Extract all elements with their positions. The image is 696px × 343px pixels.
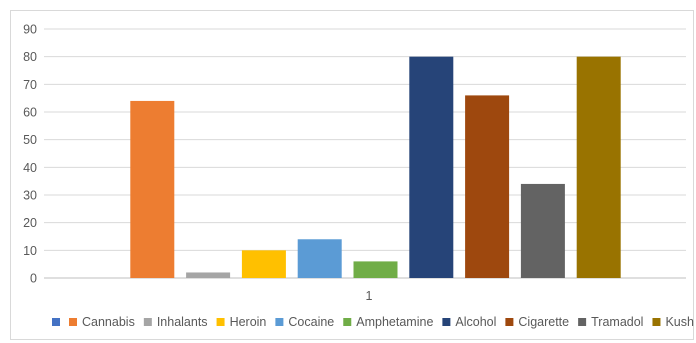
bar: [465, 95, 510, 279]
bars: [130, 56, 621, 279]
y-tick-label: 70: [23, 78, 37, 92]
legend-swatch: [216, 318, 225, 326]
legend-swatch: [143, 318, 152, 326]
bar: [297, 239, 342, 278]
bar: [353, 261, 398, 278]
legend-swatch: [442, 318, 451, 326]
legend-label: Cocaine: [288, 315, 334, 329]
bar: [241, 250, 286, 278]
y-tick-label: 10: [23, 244, 37, 258]
x-axis: 1: [366, 289, 373, 303]
y-tick-label: 30: [23, 189, 37, 203]
legend-swatch: [505, 318, 514, 326]
legend-swatch: [69, 318, 77, 326]
legend-label: Inhalants: [157, 315, 208, 329]
legend-label: Kush: [665, 315, 694, 329]
y-tick-label: 90: [23, 23, 37, 37]
legend-label: Tramadol: [591, 315, 643, 329]
bar: [576, 56, 621, 278]
bar: [409, 56, 454, 278]
bar: [186, 272, 231, 278]
y-tick-label: 40: [23, 161, 37, 175]
bar: [130, 100, 175, 278]
legend-swatch: [578, 318, 587, 326]
y-tick-label: 0: [30, 272, 37, 286]
x-tick-label: 1: [366, 289, 373, 303]
y-axis: 0 10 20 30 40 50 60 70 80 90: [23, 23, 37, 286]
y-tick-label: 50: [23, 133, 37, 147]
legend-label: Cigarette: [518, 315, 569, 329]
bar: [520, 183, 565, 278]
legend-swatch: [275, 318, 284, 326]
legend-swatch: [343, 318, 352, 326]
y-tick-label: 20: [23, 216, 37, 230]
legend-label: Amphetamine: [356, 315, 433, 329]
legend-label: Cannabis: [82, 315, 135, 329]
y-tick-label: 60: [23, 106, 37, 120]
legend-label: Heroin: [230, 315, 267, 329]
y-tick-label: 80: [23, 50, 37, 64]
legend: Cannabis Inhalants Heroin Cocaine Amphetamin…: [52, 315, 694, 329]
legend-swatch: [652, 318, 661, 326]
legend-swatch: [52, 318, 60, 326]
legend-label: Alcohol: [455, 315, 496, 329]
